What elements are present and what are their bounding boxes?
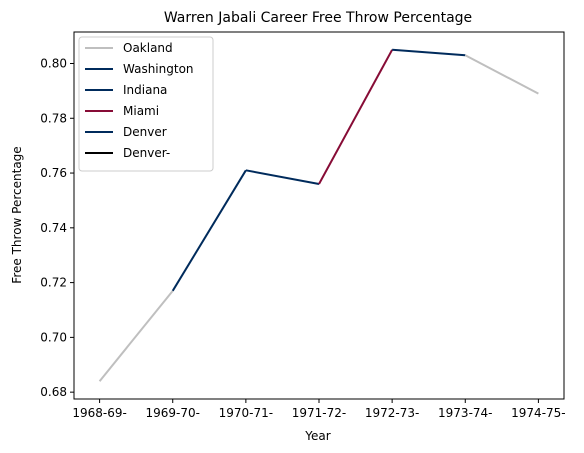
- x-tick-label: 1974-75-: [511, 406, 565, 420]
- y-tick-label: 0.76: [40, 166, 67, 180]
- legend-label: Washington: [123, 62, 194, 76]
- y-tick-label: 0.74: [40, 221, 67, 235]
- y-tick-label: 0.72: [40, 276, 67, 290]
- plot-area: [98, 48, 539, 382]
- x-tick-label: 1973-74-: [438, 406, 492, 420]
- legend: Oakland Washington Indiana Miami Denver Denve…: [78, 36, 214, 172]
- legend-label: Indiana: [123, 83, 167, 97]
- x-tick-label: 1972-73-: [365, 406, 419, 420]
- legend-label: Denver: [123, 125, 167, 139]
- series-line-0-oakland: [98, 290, 174, 382]
- legend-box: [78, 36, 214, 172]
- series-line-3-miami: [318, 49, 394, 185]
- x-tick-label: 1969-70-: [145, 406, 199, 420]
- legend-label: Oakland: [123, 41, 173, 55]
- x-tick-label: 1968-69-: [72, 406, 126, 420]
- x-axis: 1968-69- 1969-70- 1970-71- 1971-72- 1972-73-…: [72, 399, 566, 420]
- y-tick-label: 0.70: [40, 330, 67, 344]
- y-tick-label: 0.80: [40, 56, 67, 70]
- series-line-4-denver: [392, 48, 466, 57]
- x-tick-label: 1970-71-: [219, 406, 273, 420]
- y-axis: 0.68 0.70 0.72 0.74 0.76 0.78 0.80: [40, 56, 74, 399]
- x-axis-title: Year: [304, 429, 330, 443]
- y-tick-label: 0.68: [40, 385, 67, 399]
- series-line-6-unnamed: [464, 54, 539, 95]
- series-line-2-indiana: [245, 169, 320, 185]
- chart-title: Warren Jabali Career Free Throw Percenta…: [164, 10, 472, 26]
- y-axis-title: Free Throw Percentage: [10, 146, 24, 283]
- y-tick-label: 0.78: [40, 111, 67, 125]
- legend-label: Denver-: [123, 146, 170, 160]
- x-tick-label: 1971-72-: [292, 406, 346, 420]
- legend-label: Miami: [123, 104, 159, 118]
- series-line-1-washington: [171, 169, 247, 292]
